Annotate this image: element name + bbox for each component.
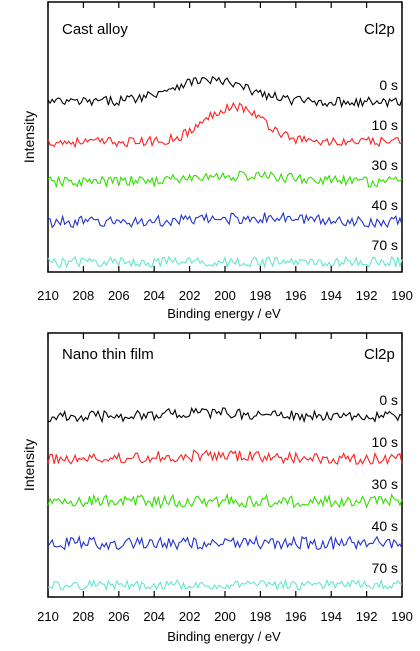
- y-axis-label-1: Intensity: [21, 111, 37, 163]
- panel-nano-thin-film: 0 s 10 s 30 s 40 s 70 s 210 208 206 204 202 200 19…: [21, 332, 413, 644]
- series-group-1: 0 s 10 s 30 s 40 s 70 s: [47, 76, 403, 269]
- series-label-0-s: 0 s: [379, 77, 398, 93]
- x-tick-label-210: 210: [37, 288, 59, 303]
- x-tick-label-196: 196: [285, 609, 307, 624]
- x-tick-label-206: 206: [108, 609, 130, 624]
- x-tick-label-190: 190: [391, 288, 413, 303]
- x-tick-label-200: 200: [214, 609, 236, 624]
- series-line-40-s: [47, 534, 403, 551]
- x-tick-label-202: 202: [179, 609, 201, 624]
- series-label-30-s: 30 s: [372, 157, 398, 173]
- series-label-30-s: 30 s: [372, 476, 398, 492]
- panel-cast-alloy: 0 s 10 s 30 s 40 s 70 s 210 208 206 204 202 200 19…: [21, 1, 413, 321]
- series-label-70-s: 70 s: [372, 560, 398, 576]
- series-label-70-s: 70 s: [372, 237, 398, 253]
- series-label-10-s: 10 s: [372, 117, 398, 133]
- element-label-1: Cl2p: [364, 21, 395, 38]
- series-line-0-s: [47, 76, 403, 109]
- series-line-40-s: [47, 211, 403, 229]
- x-tick-label-202: 202: [179, 288, 201, 303]
- series-line-30-s: [47, 492, 403, 510]
- x-axis-label-1: Binding energy / eV: [167, 306, 281, 321]
- series-label-40-s: 40 s: [372, 197, 398, 213]
- x-tick-label-204: 204: [143, 288, 165, 303]
- x-axis-label-2: Binding energy / eV: [167, 629, 281, 644]
- series-line-70-s: [47, 255, 403, 269]
- panel-label-2: Nano thin film: [62, 346, 154, 363]
- x-ticks-2: 210 208 206 204 202 200 198 196 194 192 190: [37, 333, 413, 624]
- series-line-10-s: [47, 449, 403, 466]
- panel-label-1: Cast alloy: [62, 21, 128, 38]
- y-axis-label-2: Intensity: [21, 439, 37, 491]
- series-label-40-s: 40 s: [372, 518, 398, 534]
- series-line-10-s: [47, 101, 403, 149]
- x-tick-label-196: 196: [285, 288, 307, 303]
- x-tick-label-192: 192: [356, 288, 378, 303]
- x-tick-label-208: 208: [73, 288, 95, 303]
- series-line-0-s: [47, 406, 403, 424]
- x-tick-label-204: 204: [143, 609, 165, 624]
- series-line-70-s: [48, 578, 403, 592]
- element-label-2: Cl2p: [364, 346, 395, 363]
- plot-frame-2: [47, 332, 403, 598]
- x-tick-label-194: 194: [320, 288, 342, 303]
- series-label-0-s: 0 s: [379, 392, 398, 408]
- x-tick-label-200: 200: [214, 288, 236, 303]
- x-tick-label-198: 198: [250, 609, 272, 624]
- plot-frame-1: [47, 1, 403, 273]
- series-line-30-s: [47, 170, 403, 189]
- series-group-2: 0 s 10 s 30 s 40 s 70 s: [47, 392, 403, 592]
- x-tick-label-206: 206: [108, 288, 130, 303]
- x-ticks-1: 210 208 206 204 202 200 198 196 194 192 190: [37, 2, 413, 303]
- x-tick-label-198: 198: [250, 288, 272, 303]
- x-tick-label-208: 208: [73, 609, 95, 624]
- x-tick-label-194: 194: [320, 609, 342, 624]
- series-label-10-s: 10 s: [372, 434, 398, 450]
- x-tick-label-192: 192: [356, 609, 378, 624]
- x-tick-label-210: 210: [37, 609, 59, 624]
- x-tick-label-190: 190: [391, 609, 413, 624]
